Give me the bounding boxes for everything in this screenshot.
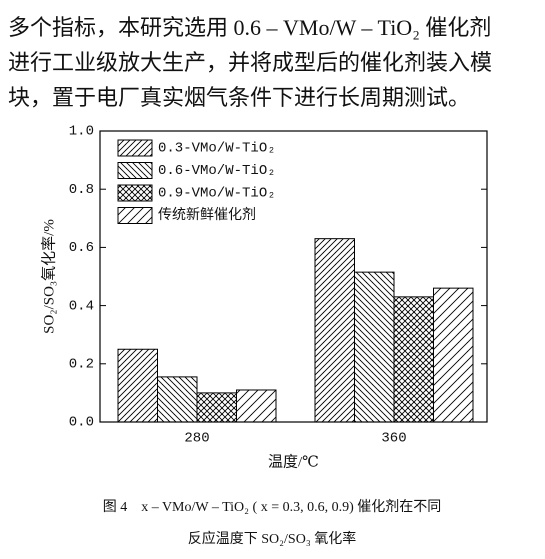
- paragraph-line: 进行工业级放大生产，并将成型后的催化剂装入模: [8, 50, 492, 75]
- legend-swatch: [117, 184, 153, 202]
- legend-label: 0.3-VMo/W-TiO₂: [158, 141, 276, 157]
- bar: [354, 271, 395, 423]
- legend-swatch: [117, 162, 153, 179]
- bar: [433, 287, 474, 423]
- caption-line: 图 4 x – VMo/W – TiO₂ ( x = 0.3, 0.6, 0.9…: [103, 499, 442, 515]
- bar: [117, 348, 158, 423]
- y-tick-label: 0.2: [69, 357, 94, 373]
- legend-label: 0.9-VMo/W-TiO₂: [158, 186, 276, 202]
- legend-label: 0.6-VMo/W-TiO₂: [158, 163, 276, 179]
- legend-swatch: [117, 207, 153, 224]
- y-tick-label: 1.0: [69, 124, 94, 140]
- bar: [236, 389, 277, 423]
- legend-swatch: [117, 139, 153, 157]
- bar: [157, 376, 198, 423]
- legend-label: 传统新鲜催化剂: [158, 207, 256, 224]
- caption-line: 反应温度下 SO₂/SO₃ 氧化率: [188, 530, 356, 547]
- y-tick-label: 0.0: [69, 415, 94, 431]
- paragraph-line: 多个指标，本研究选用 0.6 – VMo/W – TiO₂ 催化剂: [8, 15, 491, 40]
- paragraph-line: 块，置于电厂真实烟气条件下进行长周期测试。: [8, 85, 470, 110]
- bar: [196, 392, 237, 423]
- x-axis-label: 温度/℃: [268, 453, 319, 470]
- x-tick-label: 360: [381, 431, 406, 447]
- plot-frame: [99, 130, 488, 423]
- bar: [314, 238, 355, 423]
- bar: [393, 296, 434, 423]
- y-axis-label: SO₂/SO₃氧化率/%: [40, 219, 57, 334]
- x-tick-label: 280: [184, 431, 209, 447]
- y-tick-label: 0.6: [69, 240, 94, 256]
- y-tick-label: 0.8: [69, 182, 94, 198]
- y-tick-label: 0.4: [69, 298, 94, 314]
